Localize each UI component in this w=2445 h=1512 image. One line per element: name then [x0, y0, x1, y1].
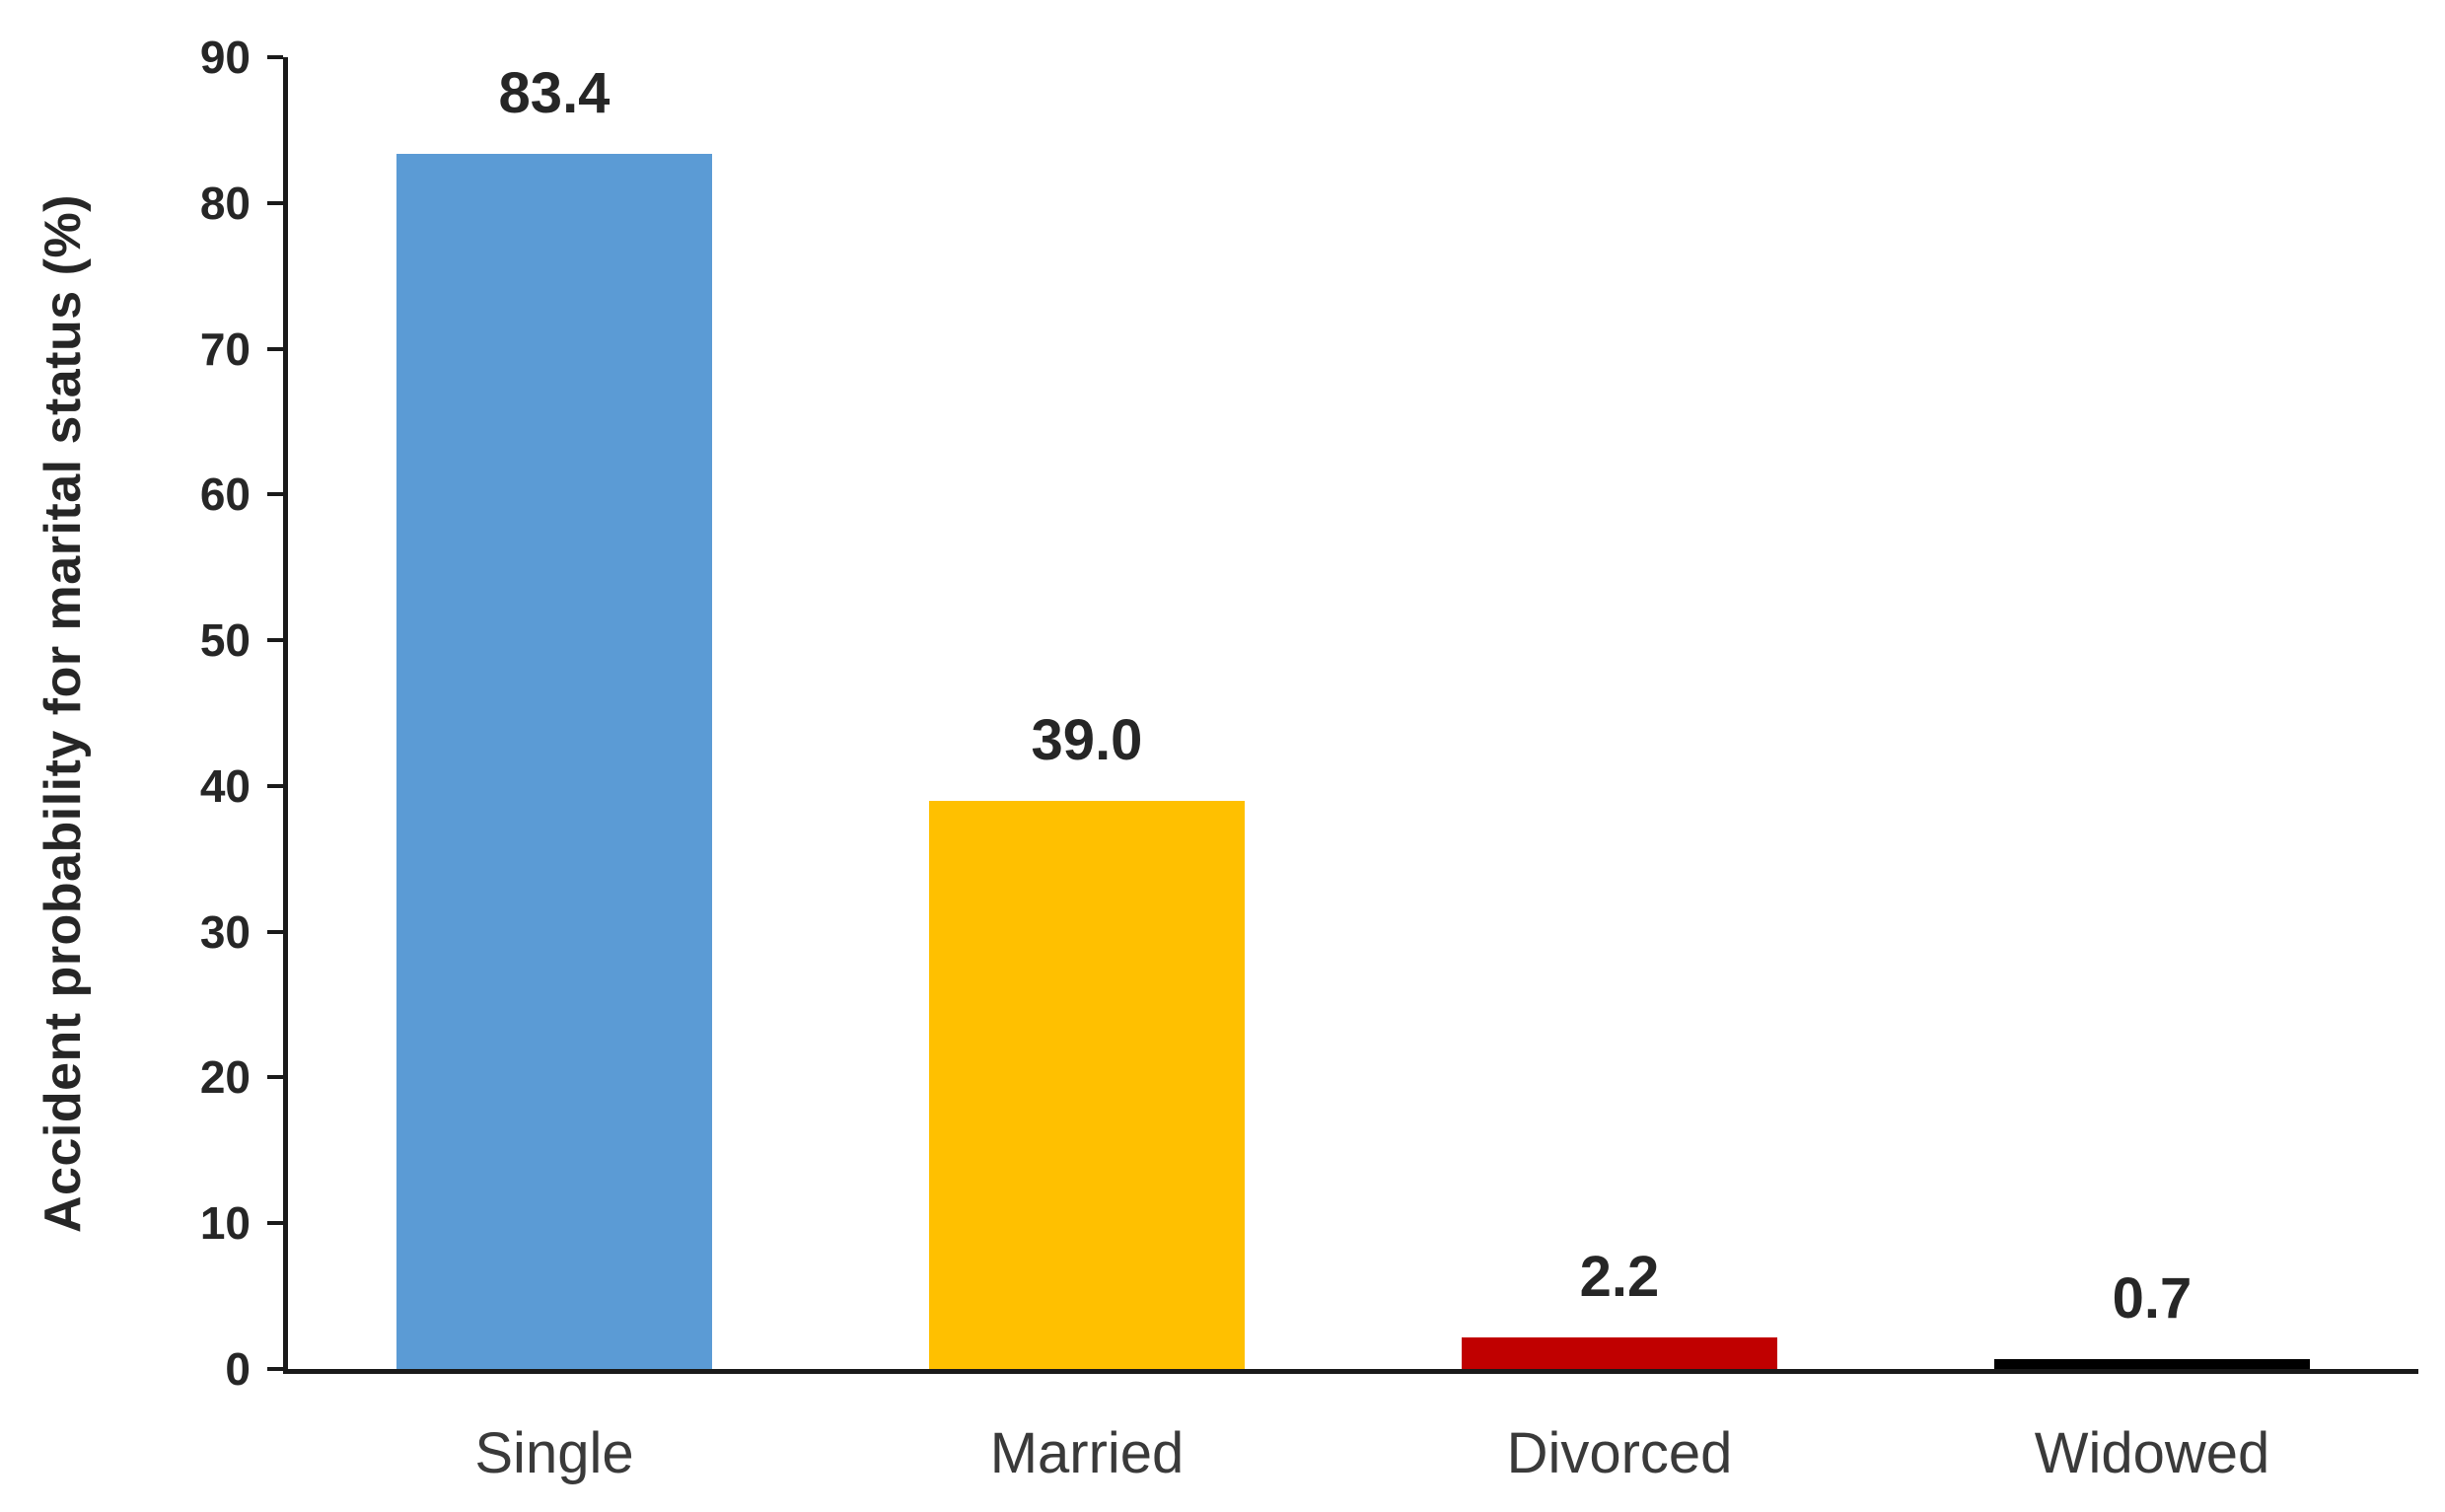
- y-tick-label: 90: [199, 32, 251, 83]
- bar-value-label: 83.4: [498, 60, 611, 125]
- y-tick-mark: [267, 783, 283, 788]
- y-tick-mark: [267, 55, 283, 59]
- y-tick-label: 20: [199, 1051, 251, 1104]
- plot-area: 0 10 20 30 40 50 60 70 80 90 83.4 39.0 2.2 0.7 Singl…: [200, 35, 2418, 1485]
- y-tick-mark: [267, 200, 283, 205]
- category-label-single: Single: [474, 1421, 634, 1485]
- bar-slot-divorced: 2.2: [1353, 57, 1886, 1369]
- y-tick-mark: [267, 346, 283, 351]
- y-tick-mark: [267, 492, 283, 497]
- y-tick-mark: [267, 1075, 283, 1080]
- bar-slot-widowed: 0.7: [1886, 57, 2418, 1369]
- y-tick-mark: [267, 638, 283, 643]
- y-tick-label: 70: [199, 323, 251, 375]
- category-label-widowed: Widowed: [2034, 1421, 2270, 1485]
- y-tick-label: 0: [225, 1343, 251, 1395]
- bar-single: 83.4: [396, 61, 712, 1369]
- y-tick-label: 50: [199, 614, 251, 667]
- y-tick-label: 10: [199, 1197, 251, 1250]
- bar-value-label: 39.0: [1031, 707, 1143, 772]
- y-tick-label: 60: [199, 468, 251, 521]
- bar-married: 39.0: [929, 708, 1245, 1369]
- y-axis-title-text: Accident probability for marital status …: [35, 193, 92, 1233]
- bar-value-label: 2.2: [1579, 1244, 1660, 1309]
- y-tick-label: 80: [199, 177, 251, 229]
- bar-widowed: 0.7: [1994, 1266, 2310, 1369]
- category-label-married: Married: [989, 1421, 1185, 1485]
- y-tick-mark: [267, 1367, 283, 1371]
- category-label-divorced: Divorced: [1506, 1421, 1733, 1485]
- bar-divorced: 2.2: [1462, 1245, 1777, 1369]
- bar-slot-married: 39.0: [821, 57, 1353, 1369]
- x-axis-category-labels: Single Married Divorced Widowed: [288, 1420, 2418, 1486]
- y-tick-label: 40: [199, 759, 251, 812]
- y-tick-mark: [267, 929, 283, 934]
- y-tick-label: 30: [199, 905, 251, 958]
- bar-value-label: 0.7: [2112, 1265, 2193, 1331]
- y-axis-title: Accident probability for marital status …: [14, 57, 112, 1369]
- bar-slot-single: 83.4: [288, 57, 821, 1369]
- bars-layer: 83.4 39.0 2.2 0.7: [288, 57, 2418, 1369]
- y-tick-mark: [267, 1221, 283, 1226]
